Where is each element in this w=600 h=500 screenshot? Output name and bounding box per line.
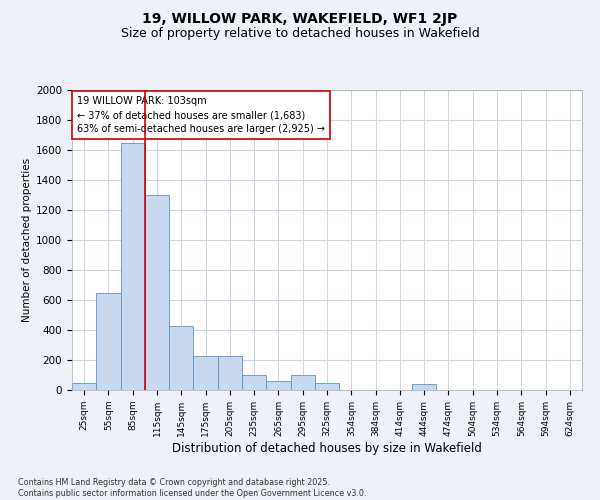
- Bar: [290, 375, 315, 390]
- Bar: [412, 384, 436, 390]
- Bar: [242, 375, 266, 390]
- Bar: [145, 195, 169, 390]
- Bar: [121, 142, 145, 390]
- Bar: [218, 356, 242, 390]
- X-axis label: Distribution of detached houses by size in Wakefield: Distribution of detached houses by size …: [172, 442, 482, 454]
- Bar: [266, 381, 290, 390]
- Bar: [169, 326, 193, 390]
- Y-axis label: Number of detached properties: Number of detached properties: [22, 158, 32, 322]
- Text: Size of property relative to detached houses in Wakefield: Size of property relative to detached ho…: [121, 28, 479, 40]
- Text: 19 WILLOW PARK: 103sqm
← 37% of detached houses are smaller (1,683)
63% of semi-: 19 WILLOW PARK: 103sqm ← 37% of detached…: [77, 96, 325, 134]
- Bar: [96, 292, 121, 390]
- Bar: [72, 382, 96, 390]
- Bar: [315, 382, 339, 390]
- Text: Contains HM Land Registry data © Crown copyright and database right 2025.
Contai: Contains HM Land Registry data © Crown c…: [18, 478, 367, 498]
- Bar: [193, 356, 218, 390]
- Text: 19, WILLOW PARK, WAKEFIELD, WF1 2JP: 19, WILLOW PARK, WAKEFIELD, WF1 2JP: [142, 12, 458, 26]
